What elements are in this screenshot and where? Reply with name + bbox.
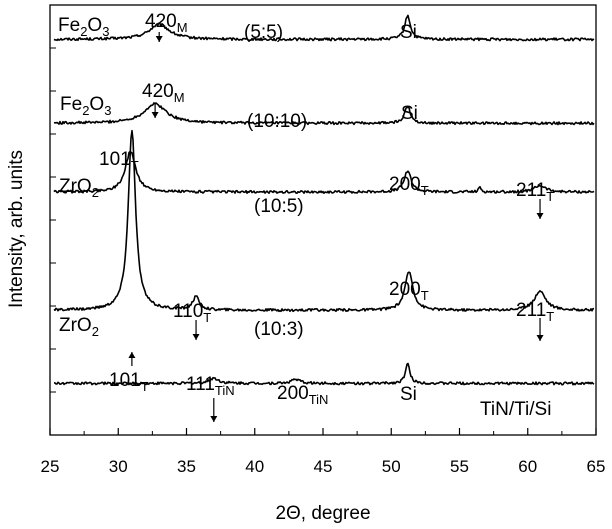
annotation-fe2o3-5-5: Fe2O3 420M (5:5) Si — [58, 11, 417, 43]
label-si-second: Si — [401, 103, 418, 124]
label-200tin: 200TiN — [277, 383, 328, 407]
x-axis-label: 2Θ, degree — [275, 503, 370, 524]
label-101t-fourth: 101T — [109, 370, 149, 394]
peak-arrowhead — [210, 416, 218, 422]
label-ratio-10-10: (10:10) — [247, 111, 307, 132]
label-101t-third: 101T — [99, 149, 139, 173]
label-420m-second: 420M — [142, 81, 185, 105]
x-tick-label: 50 — [382, 457, 401, 476]
label-ratio-5-5: (5:5) — [244, 22, 283, 43]
label-ratio-10-3: (10:3) — [254, 319, 304, 340]
series-line — [53, 102, 595, 126]
series-group — [53, 14, 595, 386]
label-200t-fourth: 200T — [389, 279, 429, 303]
label-zro2-fourth: ZrO2 — [59, 315, 99, 339]
series-line — [53, 14, 595, 42]
label-211t-third: 211T — [516, 180, 554, 204]
label-fe2o3-second: Fe2O3 — [60, 94, 111, 118]
peak-arrowhead — [192, 334, 200, 340]
x-axis-ticks: 25 30 35 40 45 50 55 60 65 — [41, 428, 606, 476]
annotation-zro2-10-3: ZrO2 110T (10:3) 200T 211T 101T — [59, 279, 554, 394]
peak-arrowhead — [155, 36, 163, 42]
y-axis-label: Intensity, arb. units — [6, 150, 27, 308]
x-tick-label: 40 — [245, 457, 264, 476]
series-line — [53, 129, 594, 313]
series-line — [54, 362, 595, 386]
label-110t: 110T — [173, 301, 211, 325]
y-axis-title: Intensity, arb. units — [6, 150, 27, 308]
x-tick-label: 65 — [587, 457, 606, 476]
peak-arrows — [128, 32, 544, 422]
x-tick-label: 35 — [177, 457, 196, 476]
label-111tin: 111TiN — [186, 374, 235, 398]
peak-arrowhead — [536, 213, 544, 219]
x-tick-label: 55 — [450, 457, 469, 476]
label-si-top: Si — [400, 22, 417, 43]
x-tick-label: 45 — [314, 457, 333, 476]
label-zro2-third: ZrO2 — [59, 176, 99, 200]
x-tick-label: 30 — [109, 457, 128, 476]
annotation-tin-ti-si: 111TiN 200TiN Si TiN/Ti/Si — [186, 374, 551, 420]
annotation-zro2-10-5: 101T ZrO2 (10:5) 200T 211T — [59, 149, 554, 217]
peak-arrowhead — [128, 352, 136, 358]
series-line — [53, 150, 595, 194]
label-211t-fourth: 211T — [516, 300, 554, 324]
x-tick-label: 60 — [518, 457, 537, 476]
label-tin-ti-si: TiN/Ti/Si — [480, 399, 551, 420]
label-200t-third: 200T — [389, 174, 429, 198]
label-ratio-10-5: (10:5) — [254, 196, 304, 217]
label-420m-top: 420M — [145, 11, 188, 35]
x-tick-label: 25 — [41, 457, 60, 476]
annotation-fe2o3-10-10: Fe2O3 420M (10:10) Si — [60, 81, 418, 132]
label-fe2o3-top: Fe2O3 — [58, 15, 109, 39]
peak-arrowhead — [536, 335, 544, 341]
peak-arrowhead — [151, 112, 159, 118]
label-si-bottom: Si — [400, 384, 417, 405]
y-axis-ticks — [50, 47, 56, 393]
